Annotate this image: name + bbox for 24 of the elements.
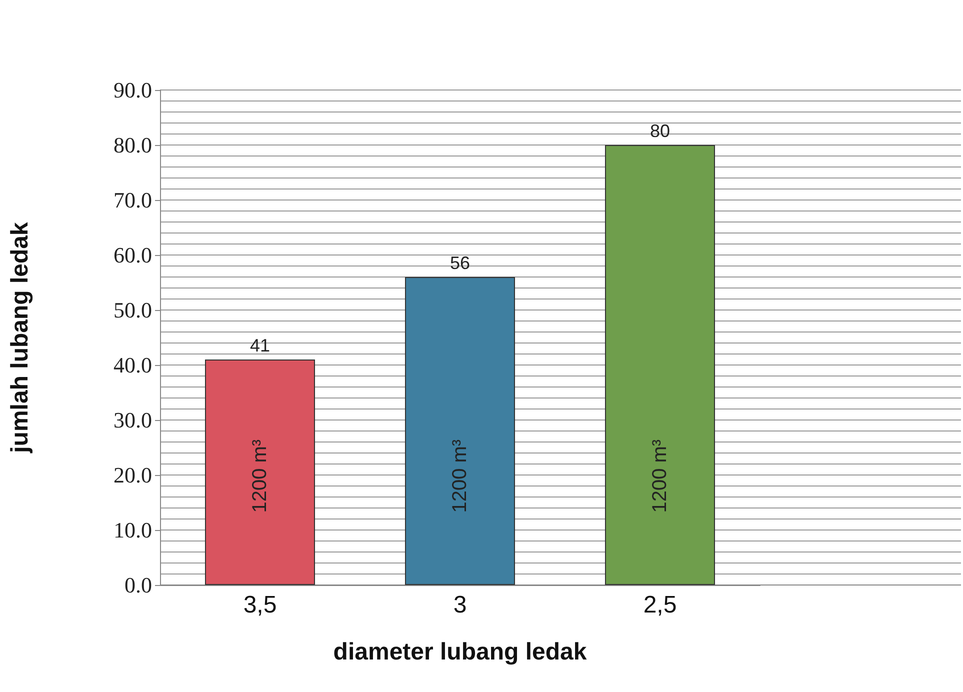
y-tick-label: 70.0: [114, 188, 152, 212]
bar: [405, 277, 515, 585]
y-tick-label: 20.0: [114, 462, 152, 488]
y-tick-label: 0.0: [124, 572, 152, 598]
annotation: 1200 m³: [449, 439, 471, 513]
y-tick-label: 90.0: [114, 78, 152, 102]
x-axis-title: diameter lubang ledak: [333, 638, 588, 666]
y-tick-label: 30.0: [114, 408, 152, 432]
y-tick-label: 40.0: [114, 352, 152, 378]
y-tick-label: 80.0: [114, 132, 152, 158]
annotation: 1200 m³: [249, 439, 271, 513]
x-tick-label: 3,5: [243, 592, 277, 618]
y-tick-label: 60.0: [114, 242, 152, 268]
data-label: 80: [650, 121, 670, 141]
bar: [205, 360, 315, 585]
y-tick-label: 50.0: [114, 298, 152, 322]
y-axis-title: jumlah lubang ledak: [6, 222, 34, 454]
data-label: 56: [450, 253, 470, 273]
data-label: 41: [250, 336, 270, 356]
x-tick-label: 3: [453, 592, 467, 618]
y-tick-label: 10.0: [114, 518, 152, 542]
x-tick-label: 2,5: [643, 592, 677, 618]
bar: [605, 145, 715, 585]
annotation: 1200 m³: [649, 439, 671, 513]
